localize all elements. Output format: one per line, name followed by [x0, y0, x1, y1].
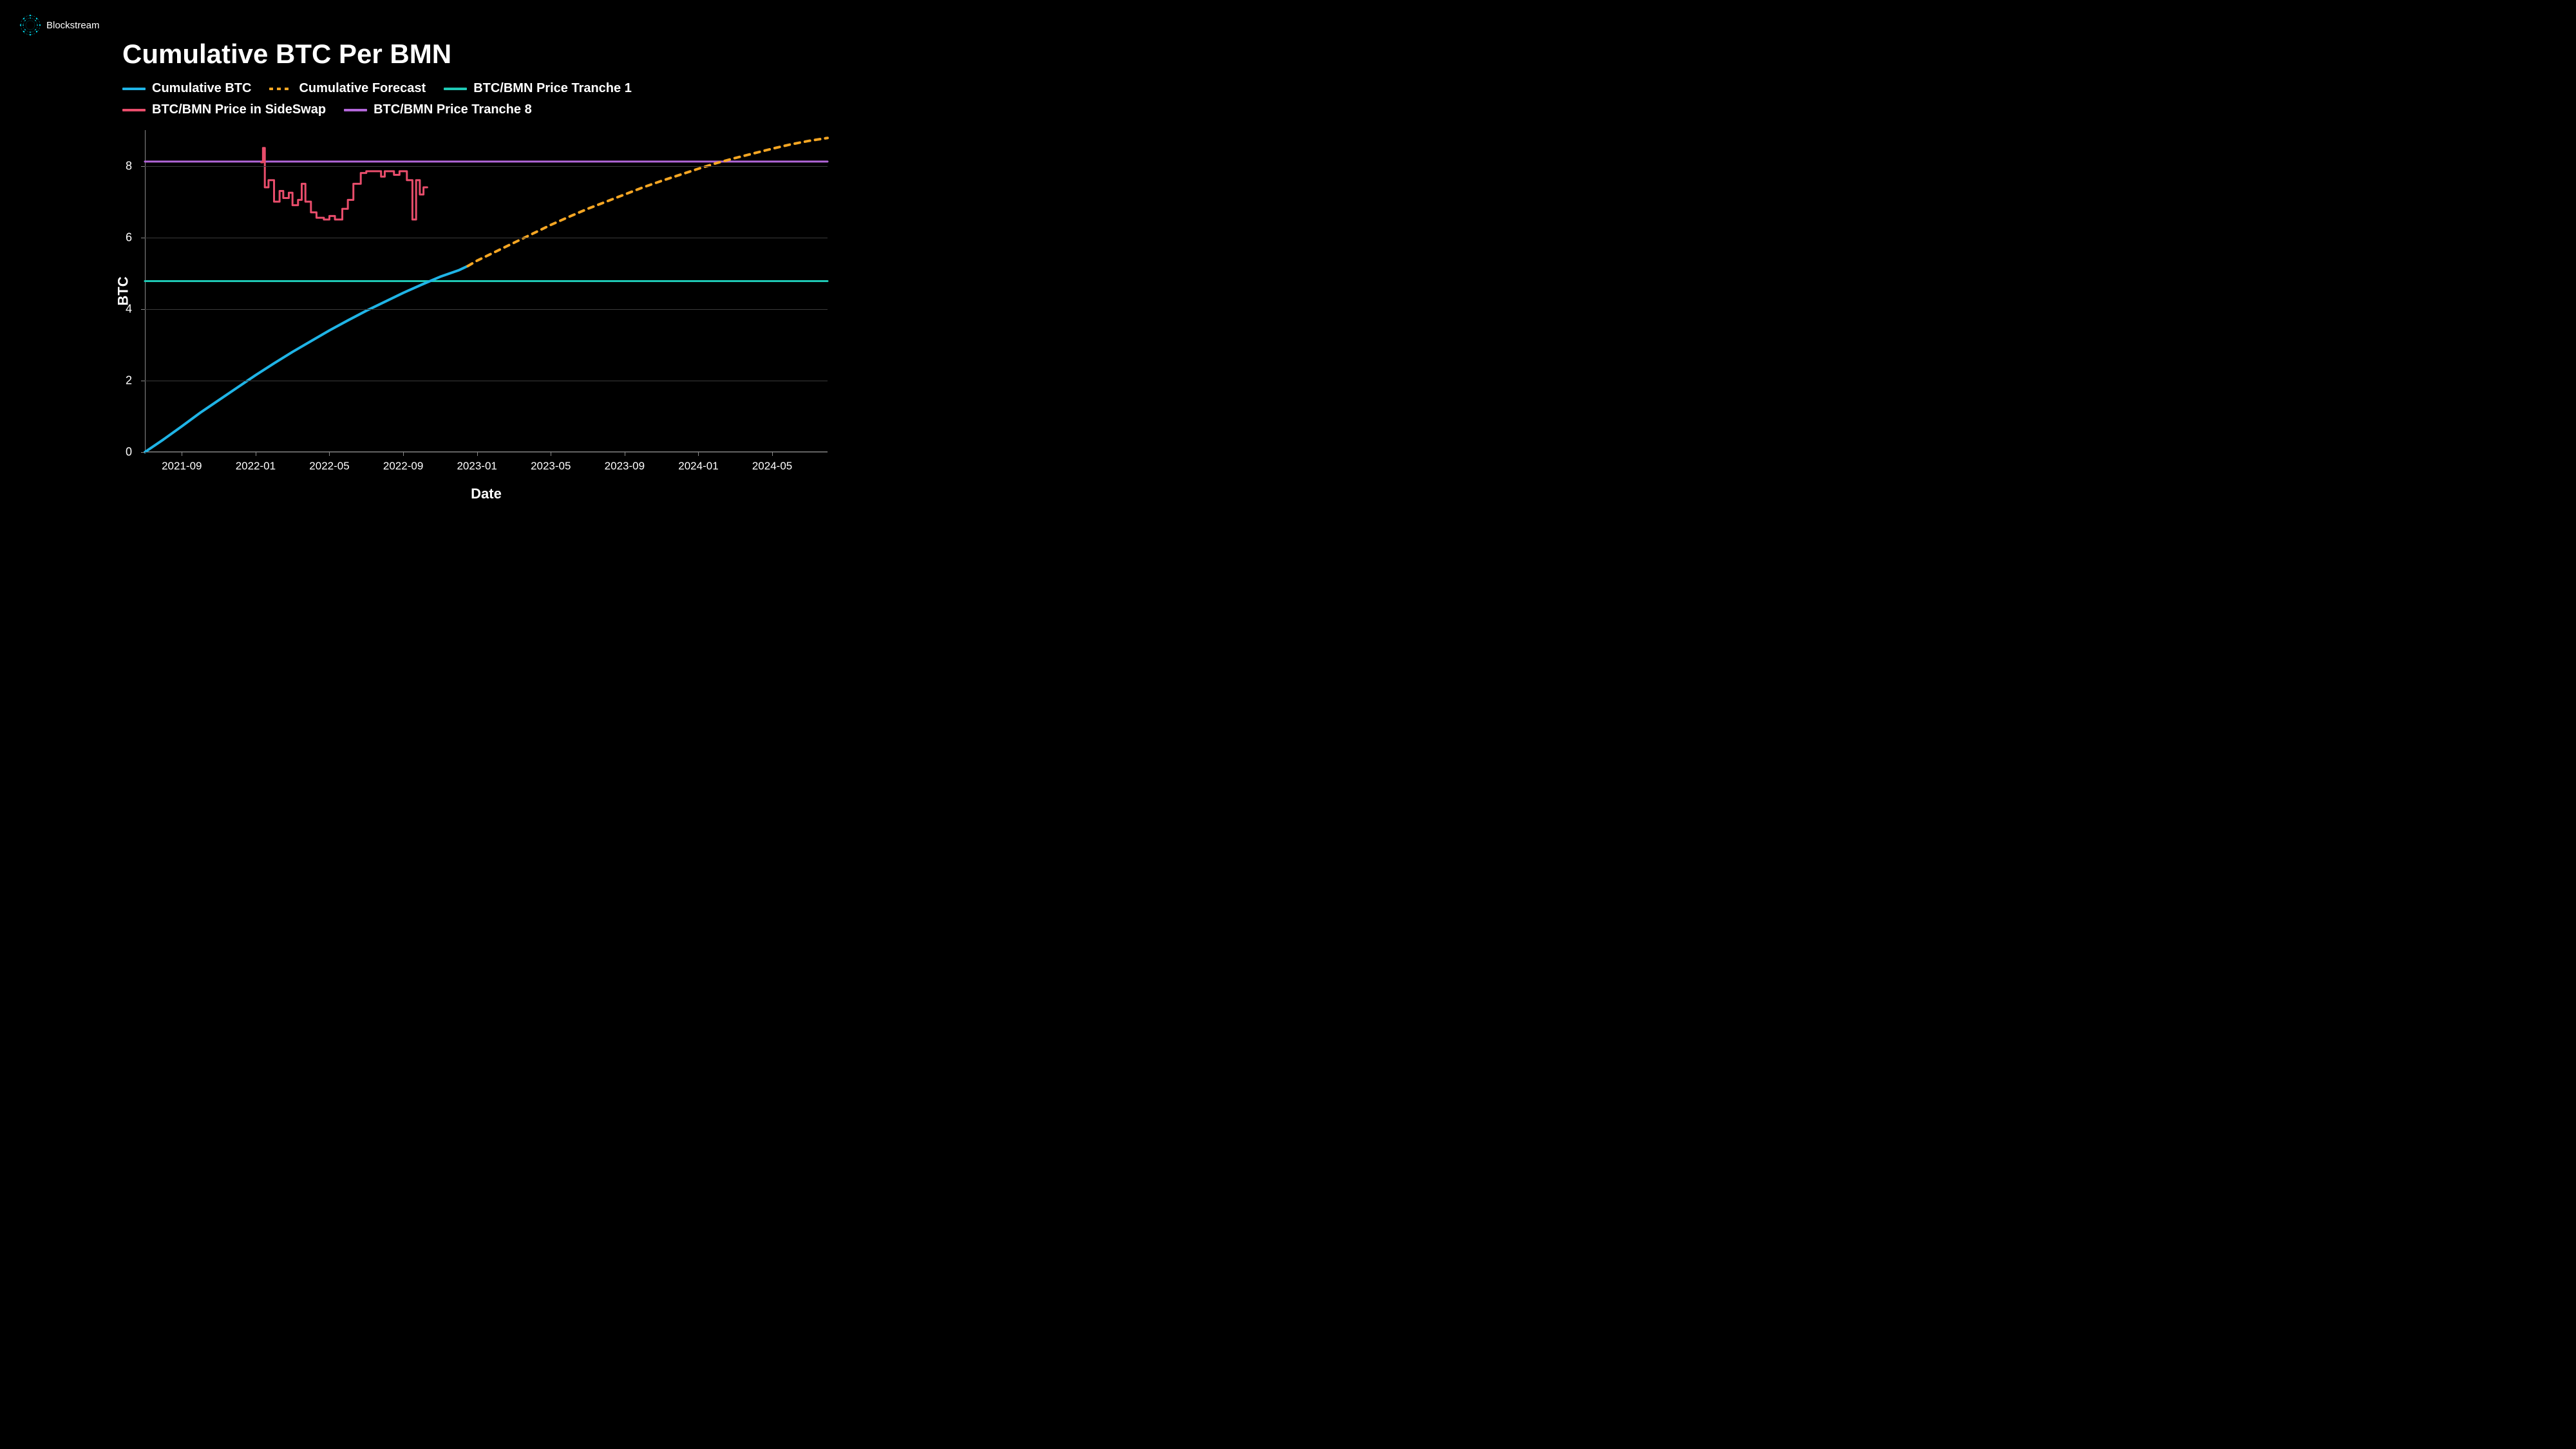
- x-tick-label: 2023-05: [531, 460, 571, 473]
- y-tick-mark: [141, 452, 145, 453]
- x-tick-label: 2023-09: [605, 460, 645, 473]
- legend-swatch: [344, 109, 367, 111]
- legend-label: Cumulative BTC: [152, 81, 251, 96]
- legend-label: BTC/BMN Price Tranche 1: [473, 81, 632, 96]
- x-tick-label: 2022-09: [383, 460, 423, 473]
- legend-label: Cumulative Forecast: [299, 81, 426, 96]
- legend-item-sideswap: BTC/BMN Price in SideSwap: [122, 102, 326, 117]
- blockstream-logo-icon: [19, 14, 41, 36]
- gridline-h: [145, 309, 828, 310]
- legend-swatch: [122, 109, 146, 111]
- y-tick-label: 6: [126, 231, 132, 244]
- y-tick-mark: [141, 166, 145, 167]
- x-tick-mark: [772, 452, 773, 456]
- legend: Cumulative BTC Cumulative Forecast BTC/B…: [122, 81, 766, 117]
- y-axis-label: BTC: [115, 276, 132, 305]
- legend-item-tranche8: BTC/BMN Price Tranche 8: [344, 102, 532, 117]
- legend-label: BTC/BMN Price Tranche 8: [374, 102, 532, 117]
- y-tick-label: 0: [126, 446, 132, 459]
- legend-swatch: [122, 88, 146, 90]
- chart-title: Cumulative BTC Per BMN: [122, 39, 947, 70]
- x-tick-label: 2022-01: [236, 460, 276, 473]
- x-tick-mark: [329, 452, 330, 456]
- brand-name: Blockstream: [46, 20, 100, 31]
- x-tick-label: 2024-01: [678, 460, 718, 473]
- brand-logo: Blockstream: [19, 14, 100, 36]
- x-tick-label: 2022-05: [309, 460, 349, 473]
- plot-svg: [145, 130, 828, 452]
- legend-swatch: [269, 88, 292, 90]
- legend-item-cumulative-btc: Cumulative BTC: [122, 81, 251, 96]
- x-tick-mark: [477, 452, 478, 456]
- x-tick-label: 2021-09: [162, 460, 202, 473]
- gridline-h: [145, 452, 828, 453]
- x-axis-label: Date: [471, 486, 502, 502]
- gridline-h: [145, 166, 828, 167]
- chart-container: Cumulative BTC Per BMN Cumulative BTC Cu…: [122, 39, 947, 528]
- y-tick-mark: [141, 309, 145, 310]
- x-tick-label: 2023-01: [457, 460, 497, 473]
- plot-area: BTC Date 024682021-092022-012022-052022-…: [145, 130, 828, 452]
- x-tick-label: 2024-05: [752, 460, 792, 473]
- x-tick-mark: [403, 452, 404, 456]
- legend-item-tranche1: BTC/BMN Price Tranche 1: [444, 81, 632, 96]
- series-cumulative-btc: [145, 266, 468, 452]
- series-sideswap: [261, 148, 427, 220]
- y-tick-label: 8: [126, 159, 132, 173]
- y-tick-label: 4: [126, 302, 132, 316]
- legend-label: BTC/BMN Price in SideSwap: [152, 102, 326, 117]
- x-tick-mark: [698, 452, 699, 456]
- legend-swatch: [444, 88, 467, 90]
- series-cumulative-forecast: [468, 138, 828, 266]
- y-tick-label: 2: [126, 374, 132, 387]
- legend-item-cumulative-forecast: Cumulative Forecast: [269, 81, 426, 96]
